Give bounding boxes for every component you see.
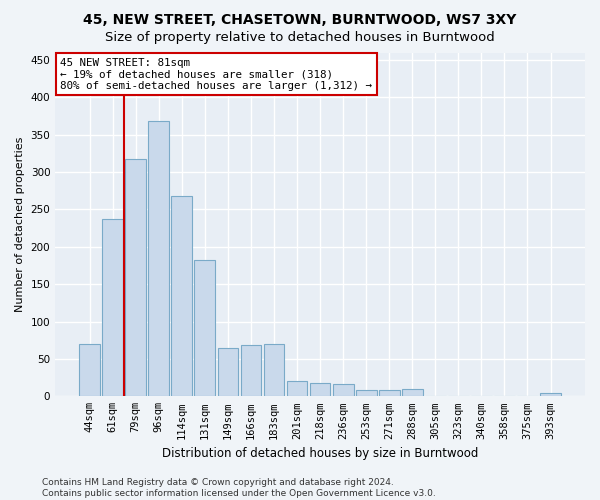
Bar [402, 389, 422, 396]
Bar [79, 344, 100, 397]
Bar [379, 390, 400, 396]
Bar [148, 122, 169, 396]
Bar [540, 394, 561, 396]
Bar [333, 384, 353, 396]
Bar [218, 348, 238, 397]
Text: 45 NEW STREET: 81sqm
← 19% of detached houses are smaller (318)
80% of semi-deta: 45 NEW STREET: 81sqm ← 19% of detached h… [61, 58, 373, 91]
Bar [263, 344, 284, 397]
Bar [241, 346, 262, 397]
Bar [194, 260, 215, 396]
Bar [310, 383, 331, 396]
Text: Size of property relative to detached houses in Burntwood: Size of property relative to detached ho… [105, 31, 495, 44]
Bar [172, 196, 192, 396]
Text: 45, NEW STREET, CHASETOWN, BURNTWOOD, WS7 3XY: 45, NEW STREET, CHASETOWN, BURNTWOOD, WS… [83, 12, 517, 26]
Bar [102, 219, 123, 396]
Bar [356, 390, 377, 396]
Y-axis label: Number of detached properties: Number of detached properties [15, 136, 25, 312]
Bar [125, 160, 146, 396]
Text: Contains HM Land Registry data © Crown copyright and database right 2024.
Contai: Contains HM Land Registry data © Crown c… [42, 478, 436, 498]
Bar [287, 382, 307, 396]
X-axis label: Distribution of detached houses by size in Burntwood: Distribution of detached houses by size … [162, 447, 478, 460]
